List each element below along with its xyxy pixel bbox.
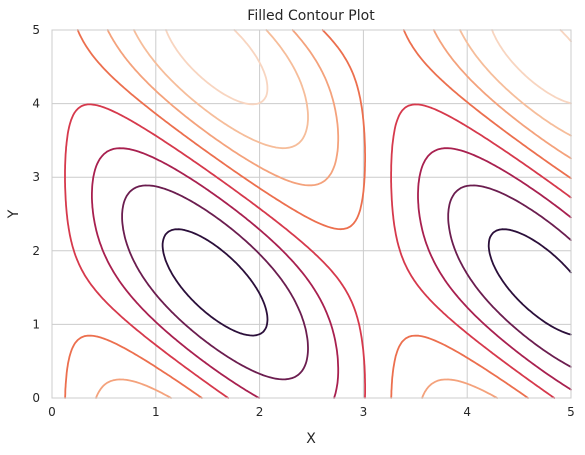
x-tick-label: 1 <box>152 405 160 419</box>
x-tick-label: 0 <box>48 405 56 419</box>
plot-frame <box>51 29 572 399</box>
y-tick-label: 1 <box>32 317 40 331</box>
y-tick-label: 0 <box>32 391 40 405</box>
x-tick-label: 3 <box>360 405 368 419</box>
x-axis-label: X <box>306 431 316 447</box>
contour-level-3 <box>64 103 572 399</box>
x-tick-label: 5 <box>567 405 575 419</box>
contour-level-2 <box>91 147 572 399</box>
grid <box>51 29 572 399</box>
y-tick-label: 4 <box>32 97 40 111</box>
contour-level-7 <box>165 29 572 106</box>
y-tick-labels: 0 1 2 3 4 5 <box>32 23 40 405</box>
contour-level-4 <box>64 29 572 399</box>
contour-level-0 <box>161 228 572 337</box>
x-tick-label: 4 <box>463 405 471 419</box>
contour-level-6 <box>133 29 572 150</box>
y-tick-label: 2 <box>32 244 40 258</box>
contour-lines <box>64 29 572 399</box>
contour-level-1 <box>121 184 572 381</box>
x-tick-labels: 0 1 2 3 4 5 <box>48 405 575 419</box>
x-tick-label: 2 <box>256 405 264 419</box>
y-axis-label: Y <box>6 209 22 219</box>
y-tick-label: 5 <box>32 23 40 37</box>
contour-level-5 <box>95 29 572 399</box>
y-tick-label: 3 <box>32 170 40 184</box>
chart-title: Filled Contour Plot <box>247 8 375 24</box>
